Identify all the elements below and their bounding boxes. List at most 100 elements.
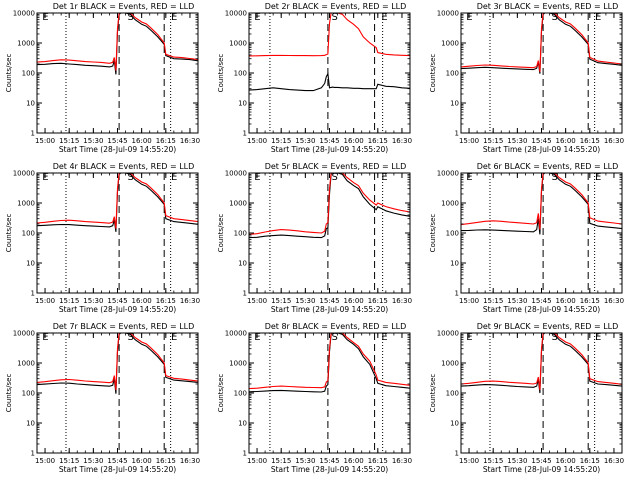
panel-title: Det 6r BLACK = Events, RED = LLD	[477, 162, 619, 171]
x-tick-label: 15:00	[459, 137, 479, 145]
y-tick-label: 100	[234, 70, 247, 78]
period-marker: S	[332, 12, 338, 23]
y-axis-label: Counts/sec	[5, 54, 13, 93]
y-tick-label: 1000	[229, 200, 247, 208]
period-marker: S	[552, 332, 558, 343]
y-axis-label: Counts/sec	[5, 374, 13, 413]
x-tick-label: 15:15	[483, 297, 503, 305]
x-tick-label: 16:30	[604, 457, 624, 465]
y-tick-label: 1	[455, 290, 459, 298]
x-tick-label: 15:15	[271, 137, 291, 145]
x-tick-label: 15:30	[295, 137, 315, 145]
y-tick-label: 1	[243, 130, 247, 138]
x-axis-label: Start Time (28-Jul-09 14:55:20)	[271, 145, 388, 154]
y-tick-label: 10	[238, 260, 247, 268]
y-axis-label: Counts/sec	[429, 374, 437, 413]
y-tick-label: 1	[243, 290, 247, 298]
x-tick-label: 16:15	[156, 297, 176, 305]
period-marker: S	[332, 332, 338, 343]
x-tick-label: 15:45	[319, 457, 339, 465]
y-tick-label: 1	[31, 450, 35, 458]
period-marker: E	[171, 332, 177, 343]
x-tick-label: 15:45	[531, 457, 551, 465]
x-tick-label: 15:00	[35, 457, 55, 465]
period-marker: E	[381, 12, 387, 23]
y-tick-label: 10000	[225, 330, 247, 338]
panel-title: Det 9r BLACK = Events, RED = LLD	[477, 322, 619, 331]
y-tick-label: 10000	[13, 10, 35, 18]
y-tick-label: 100	[446, 390, 459, 398]
y-tick-label: 100	[22, 230, 35, 238]
period-marker: S	[552, 172, 558, 183]
x-tick-label: 16:15	[156, 457, 176, 465]
panel-det-4: Det 4r BLACK = Events, RED = LLDESE11010…	[5, 162, 200, 314]
panel-det-8: Det 8r BLACK = Events, RED = LLDESE11010…	[217, 322, 412, 474]
period-marker: E	[381, 172, 387, 183]
y-tick-label: 10000	[13, 170, 35, 178]
x-tick-label: 16:30	[180, 137, 200, 145]
panel-det-5: Det 5r BLACK = Events, RED = LLDESE11010…	[217, 162, 412, 314]
x-tick-label: 15:30	[83, 457, 103, 465]
y-tick-label: 10000	[225, 10, 247, 18]
x-tick-label: 16:15	[156, 137, 176, 145]
y-tick-label: 1000	[441, 40, 459, 48]
panel-det-6: Det 6r BLACK = Events, RED = LLDESE11010…	[429, 162, 624, 314]
x-tick-label: 16:15	[368, 297, 388, 305]
period-marker: S	[128, 172, 134, 183]
y-axis-label: Counts/sec	[429, 214, 437, 253]
x-tick-label: 15:00	[247, 457, 267, 465]
x-tick-label: 15:30	[507, 457, 527, 465]
y-tick-label: 1000	[441, 360, 459, 368]
period-marker: E	[171, 172, 177, 183]
period-marker: S	[128, 332, 134, 343]
panel-title: Det 3r BLACK = Events, RED = LLD	[477, 2, 619, 11]
y-tick-label: 1	[455, 130, 459, 138]
x-tick-label: 15:30	[83, 137, 103, 145]
x-axis-label: Start Time (28-Jul-09 14:55:20)	[483, 145, 600, 154]
y-tick-label: 1	[31, 130, 35, 138]
panel-title: Det 4r BLACK = Events, RED = LLD	[53, 162, 195, 171]
period-marker: E	[171, 12, 177, 23]
y-tick-label: 10000	[225, 170, 247, 178]
x-tick-label: 15:45	[531, 297, 551, 305]
y-axis-label: Counts/sec	[5, 214, 13, 253]
period-marker: E	[381, 332, 387, 343]
y-tick-label: 10	[450, 420, 459, 428]
y-tick-label: 10000	[437, 10, 459, 18]
period-marker: E	[595, 172, 601, 183]
x-tick-label: 15:30	[83, 297, 103, 305]
x-axis-label: Start Time (28-Jul-09 14:55:20)	[271, 305, 388, 314]
y-tick-label: 10000	[13, 330, 35, 338]
y-tick-label: 10	[238, 100, 247, 108]
x-tick-label: 15:30	[507, 137, 527, 145]
x-axis-label: Start Time (28-Jul-09 14:55:20)	[59, 145, 176, 154]
x-tick-label: 16:00	[132, 137, 152, 145]
y-tick-label: 10	[26, 260, 35, 268]
x-axis-label: Start Time (28-Jul-09 14:55:20)	[271, 465, 388, 474]
x-tick-label: 15:30	[295, 297, 315, 305]
x-tick-label: 15:45	[319, 297, 339, 305]
y-axis-label: Counts/sec	[217, 214, 225, 253]
y-tick-label: 100	[234, 230, 247, 238]
y-tick-label: 100	[446, 70, 459, 78]
x-tick-label: 16:30	[604, 297, 624, 305]
panel-det-3: Det 3r BLACK = Events, RED = LLDESE11010…	[429, 2, 624, 154]
period-marker: E	[595, 12, 601, 23]
y-tick-label: 1000	[17, 40, 35, 48]
panel-det-9: Det 9r BLACK = Events, RED = LLDESE11010…	[429, 322, 624, 474]
panel-det-1: Det 1r BLACK = Events, RED = LLDESE11010…	[5, 2, 200, 154]
x-tick-label: 15:45	[107, 457, 127, 465]
x-tick-label: 15:15	[59, 297, 79, 305]
x-tick-label: 15:00	[459, 457, 479, 465]
x-tick-label: 16:15	[580, 297, 600, 305]
x-tick-label: 16:00	[132, 457, 152, 465]
x-tick-label: 15:45	[319, 137, 339, 145]
panel-title: Det 1r BLACK = Events, RED = LLD	[53, 2, 195, 11]
x-axis-label: Start Time (28-Jul-09 14:55:20)	[483, 305, 600, 314]
y-tick-label: 1	[243, 450, 247, 458]
period-marker: S	[332, 172, 338, 183]
x-tick-label: 16:15	[368, 457, 388, 465]
x-tick-label: 15:00	[247, 297, 267, 305]
y-axis-label: Counts/sec	[217, 374, 225, 413]
